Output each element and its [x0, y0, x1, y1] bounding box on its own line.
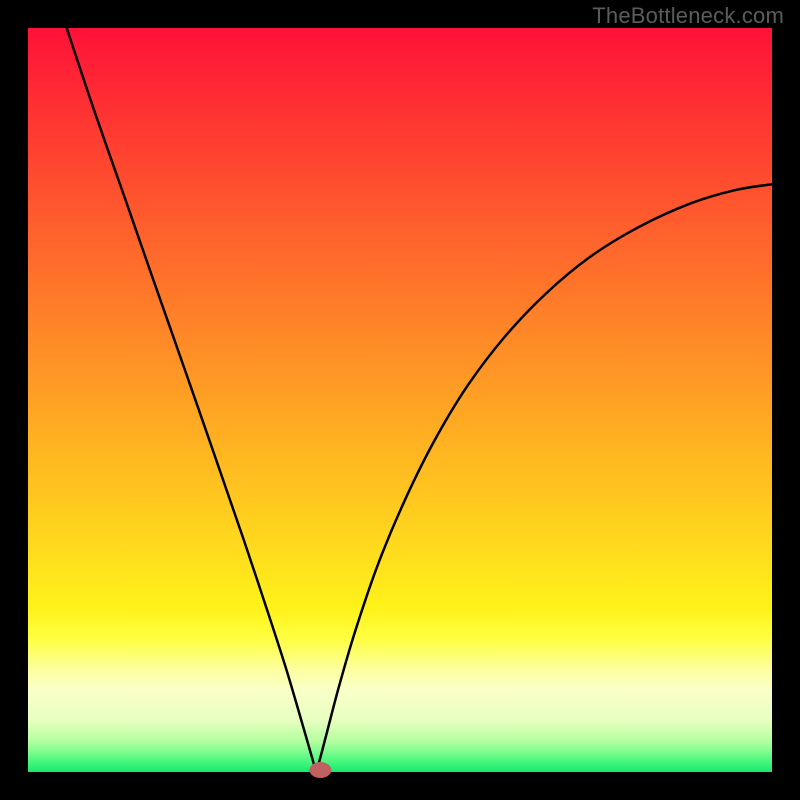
watermark-text: TheBottleneck.com: [592, 3, 784, 29]
curve-path: [67, 28, 772, 772]
min-marker: [309, 762, 331, 778]
chart-root: TheBottleneck.com: [0, 0, 800, 800]
bottleneck-curve: [28, 28, 772, 772]
plot-area: [28, 28, 772, 772]
